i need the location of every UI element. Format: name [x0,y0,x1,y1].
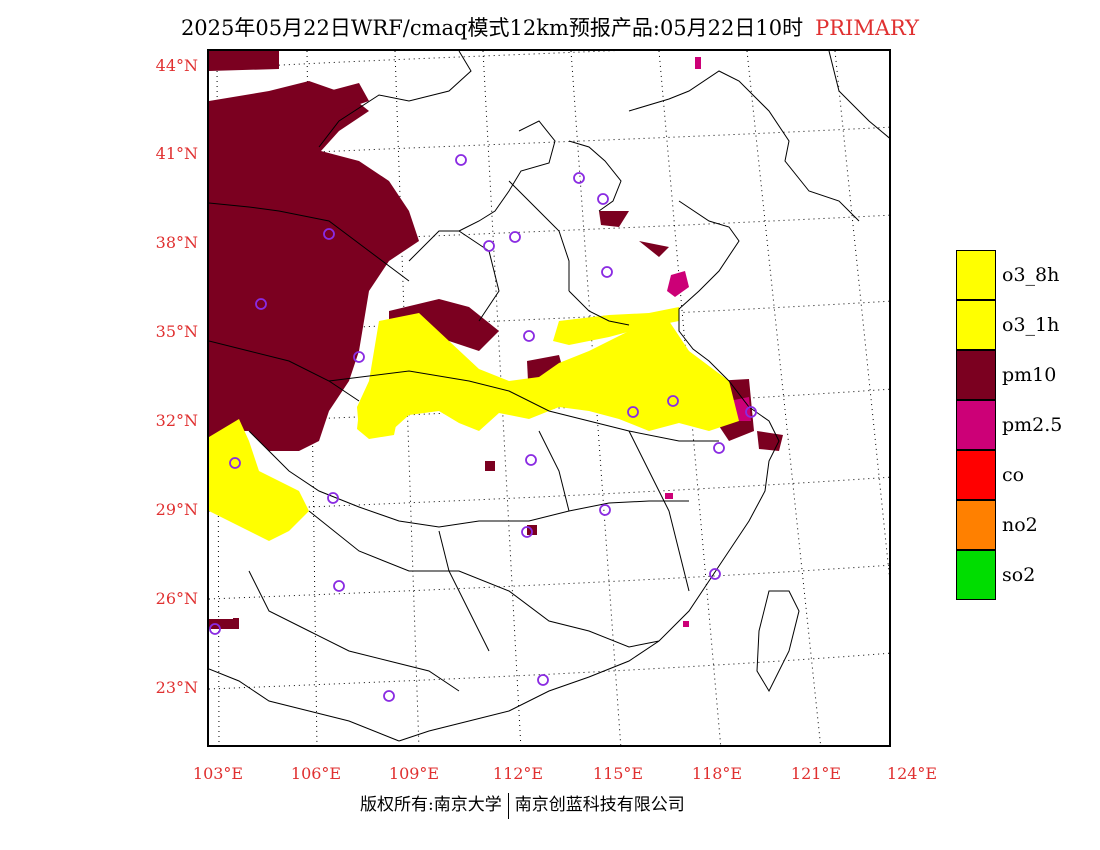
legend-swatch [956,500,996,550]
lat-label: 23°N [155,678,198,697]
legend-item-pm25: pm2.5 [956,400,1096,450]
station-marker [523,330,535,342]
legend-label: o3_8h [1002,264,1060,286]
legend-item-so2: so2 [956,550,1096,600]
station-marker [353,351,365,363]
lon-label: 106°E [290,764,342,783]
station-marker [745,406,757,418]
lon-label: 118°E [691,764,743,783]
o3-field [209,307,739,541]
legend-item-no2: no2 [956,500,1096,550]
legend-swatch [956,300,996,350]
copyright-right: 南京创蓝科技有限公司 [514,795,685,815]
lon-label: 124°E [886,764,938,783]
station-marker [383,690,395,702]
legend-swatch [956,400,996,450]
legend-item-o3-1h: o3_1h [956,300,1096,350]
legend-label: co [1002,464,1025,486]
station-markers [209,154,757,702]
station-marker [713,442,725,454]
primary-label: PRIMARY [815,16,920,40]
title-text: 2025年05月22日WRF/cmaq模式12km预报产品:05月22日10时 [180,16,804,40]
station-marker [667,395,679,407]
map-canvas [209,51,889,745]
lon-label: 115°E [592,764,644,783]
legend-item-o3-8h: o3_8h [956,250,1096,300]
station-marker [599,504,611,516]
legend-item-co: co [956,450,1096,500]
legend-label: no2 [1002,514,1038,536]
lat-label: 26°N [155,589,198,608]
station-marker [601,266,613,278]
station-marker [333,580,345,592]
lon-label: 103°E [192,764,244,783]
legend-swatch [956,450,996,500]
boundaries [209,51,889,742]
station-marker [573,172,585,184]
lat-label: 44°N [155,56,198,75]
lon-label: 121°E [790,764,842,783]
station-marker [597,193,609,205]
lon-label: 109°E [388,764,440,783]
lat-label: 38°N [155,233,198,252]
station-marker [323,228,335,240]
station-marker [327,492,339,504]
lat-label: 35°N [155,322,198,341]
station-marker [509,231,521,243]
station-marker [525,454,537,466]
station-marker [209,623,221,635]
station-marker [229,457,241,469]
legend-swatch [956,550,996,600]
lat-label: 41°N [155,144,198,163]
legend-item-pm10: pm10 [956,350,1096,400]
station-marker [521,526,533,538]
legend-swatch [956,350,996,400]
lat-label: 32°N [155,411,198,430]
station-marker [627,406,639,418]
lon-label: 112°E [492,764,544,783]
map-title: 2025年05月22日WRF/cmaq模式12km预报产品:05月22日10时 P… [0,12,1100,42]
station-marker [537,674,549,686]
legend-swatch [956,250,996,300]
station-marker [455,154,467,166]
station-marker [483,240,495,252]
copyright-left: 版权所有:南京大学 [360,795,502,815]
legend-label: pm2.5 [1002,414,1063,436]
station-marker [709,568,721,580]
forecast-map[interactable] [207,49,891,747]
copyright-footer: 版权所有:南京大学 南京创蓝科技有限公司 [360,790,780,819]
legend-label: pm10 [1002,364,1057,386]
station-marker [255,298,267,310]
footer-divider [507,792,509,819]
pm10-field [209,51,783,629]
legend-label: o3_1h [1002,314,1060,336]
lat-label: 29°N [155,500,198,519]
legend-label: so2 [1002,564,1036,586]
